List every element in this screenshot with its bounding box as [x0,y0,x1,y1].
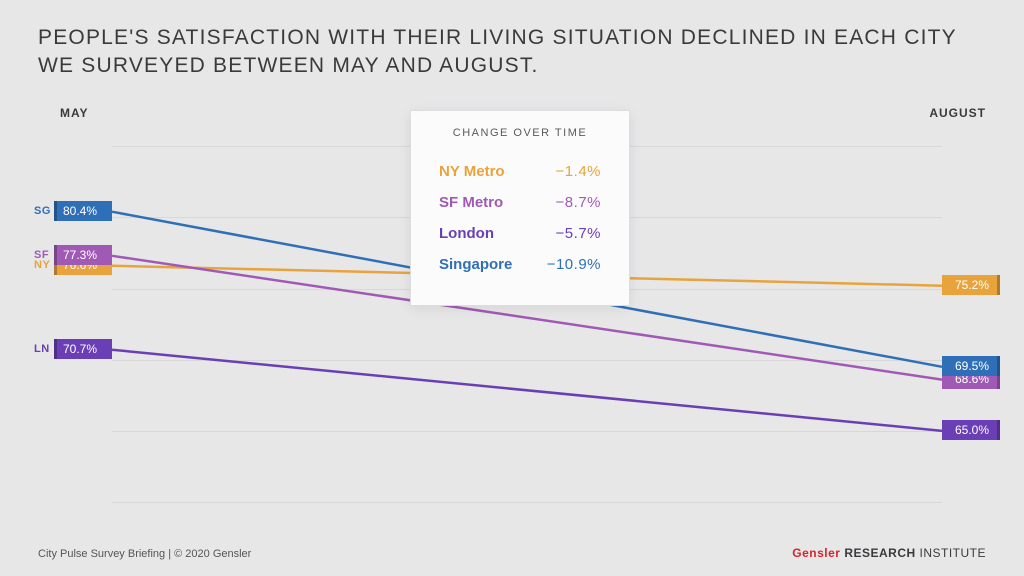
aug-value-ln: 65.0% [942,420,1000,440]
change-delta-sg: −10.9% [547,256,601,273]
series-abbrev-sf: SF [34,249,49,261]
may-value-sg: 80.4% [54,201,112,221]
brand-gensler: Gensler [792,546,840,560]
line-ln [112,350,942,431]
change-over-time-box: CHANGE OVER TIME NY Metro −1.4% SF Metro −8… [410,110,630,306]
axis-label-august: AUGUST [929,106,986,120]
change-row-ln: London −5.7% [439,225,601,242]
brand-institute: INSTITUTE [916,546,986,560]
brand-research: RESEARCH [844,546,915,560]
gridline [112,360,942,361]
change-city-sf: SF Metro [439,194,503,211]
change-row-ny: NY Metro −1.4% [439,163,601,180]
change-box-title: CHANGE OVER TIME [439,127,601,139]
brand-mark: Gensler RESEARCH INSTITUTE [792,546,986,560]
change-delta-ln: −5.7% [556,225,601,242]
aug-value-sg: 69.5% [942,356,1000,376]
change-delta-ny: −1.4% [556,163,601,180]
change-delta-sf: −8.7% [556,194,601,211]
change-city-ny: NY Metro [439,163,505,180]
slope-chart: MAY AUGUST NYSFLNSG 76.6%75.2%77.3%68.6%… [0,100,1024,520]
axis-label-may: MAY [60,106,89,120]
gridline [112,431,942,432]
may-value-sf: 77.3% [54,245,112,265]
change-row-sf: SF Metro −8.7% [439,194,601,211]
series-abbrev-ln: LN [34,343,50,355]
change-city-sg: Singapore [439,256,512,273]
change-row-sg: Singapore −10.9% [439,256,601,273]
change-city-ln: London [439,225,494,242]
series-abbrev-sg: SG [34,205,51,217]
gridline [112,502,942,503]
chart-title: PEOPLE'S SATISFACTION WITH THEIR LIVING … [38,24,964,81]
footer-text: City Pulse Survey Briefing | © 2020 Gens… [38,548,251,560]
may-value-ln: 70.7% [54,339,112,359]
aug-value-ny: 75.2% [942,275,1000,295]
